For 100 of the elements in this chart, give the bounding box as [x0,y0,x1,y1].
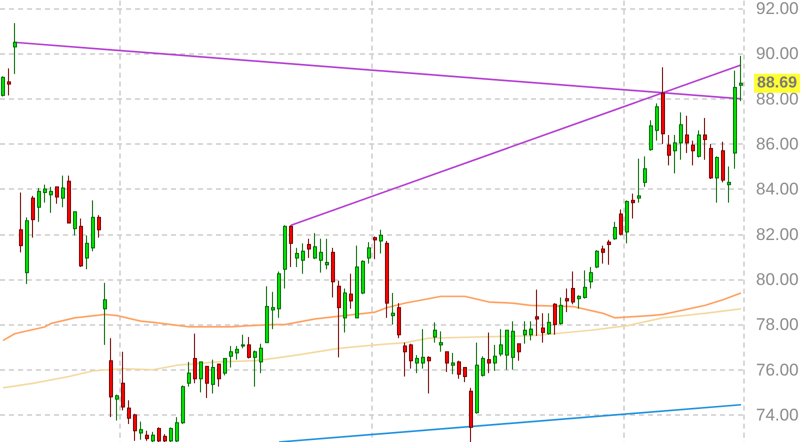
candlestick [223,358,227,376]
candlestick [733,70,737,170]
candlestick [37,187,41,222]
candlestick [277,271,281,318]
candlestick [361,260,365,295]
candlestick [235,346,239,360]
candlestick [655,102,659,142]
candlestick [739,55,743,102]
candlestick [517,343,521,362]
candlestick [439,330,443,352]
candlestick [493,344,497,372]
candlestick [283,224,287,289]
candlestick [613,221,617,240]
candlestick [325,238,329,270]
candlestick [523,320,527,344]
candlestick [469,387,473,442]
candlestick [607,239,611,266]
candlestick [397,302,401,339]
candlestick [511,320,515,370]
candlestick [163,434,167,442]
candlestick [619,208,623,236]
candlestick [31,195,35,238]
candlestick [115,394,119,422]
candlestick [187,361,191,388]
candlestick [505,330,509,370]
candlestick [667,134,671,166]
candlestick [475,342,479,414]
candlestick [625,200,629,244]
candlestick [529,320,533,341]
candlestick [685,115,689,154]
candlestick [445,351,449,373]
candlestick [211,359,215,394]
candlestick [7,68,11,96]
candlestick [1,76,5,98]
candlestick [643,156,647,188]
candlestick [265,286,269,344]
y-tick-label: 82.00 [756,224,799,244]
candlestick [661,66,665,144]
candlestick [199,361,203,393]
candlestick [565,288,569,313]
y-tick-label: 84.00 [756,180,799,199]
candlestick [535,289,539,336]
candlestick [409,343,413,370]
candlestick [463,366,467,383]
candlestick [595,250,599,269]
candlestick [367,242,371,264]
candlestick [553,302,557,336]
candlestick [61,175,65,208]
y-tick-label: 86.00 [756,134,799,154]
candlestick [421,328,425,370]
candlestick [181,385,185,424]
candlestick [391,292,395,326]
text: 88.69 [757,74,798,92]
candlestick [295,247,299,268]
candlestick [241,334,245,349]
candlestick [313,232,317,260]
candlestick [109,338,113,418]
candlestick [331,247,335,298]
candlestick [703,118,707,160]
y-tick-label: 92.00 [756,0,799,18]
candlestick [229,346,233,368]
candlestick [679,112,683,160]
candlestick [451,352,455,375]
candlestick [253,350,257,388]
candlestick [715,156,719,204]
y-tick-label: 78.00 [756,315,799,334]
candlestick [19,192,23,253]
candlestick [133,413,137,442]
candlestick [649,120,653,152]
candlestick [271,291,275,330]
candlestick [151,431,155,442]
candlestick [709,143,713,180]
y-tick-label: 90.00 [756,44,799,64]
candlestick [631,193,635,219]
candlestick [13,22,17,74]
candlestick [127,400,131,424]
candlestick [601,245,605,264]
candlestick [319,238,323,274]
candlestick [145,430,149,442]
candlestick [157,426,161,442]
candlestick [427,356,431,394]
candlestick [337,280,341,358]
candlestick [727,166,731,204]
candlestick [433,322,437,344]
candlestick [415,354,419,374]
candlestick [583,270,587,300]
y-tick-label: 80.00 [756,270,799,289]
candlestick [589,266,593,289]
candlestick [457,360,461,380]
candlestick [697,130,701,158]
candlestick [193,333,197,384]
line-series [2,308,742,389]
candlestick [487,332,491,374]
candlestick [499,328,503,357]
candlestick [205,366,209,398]
candlestick [259,343,263,374]
candlestick [217,364,221,388]
candlestick [403,342,407,378]
candlestick [379,229,383,254]
candlestick [79,218,83,268]
